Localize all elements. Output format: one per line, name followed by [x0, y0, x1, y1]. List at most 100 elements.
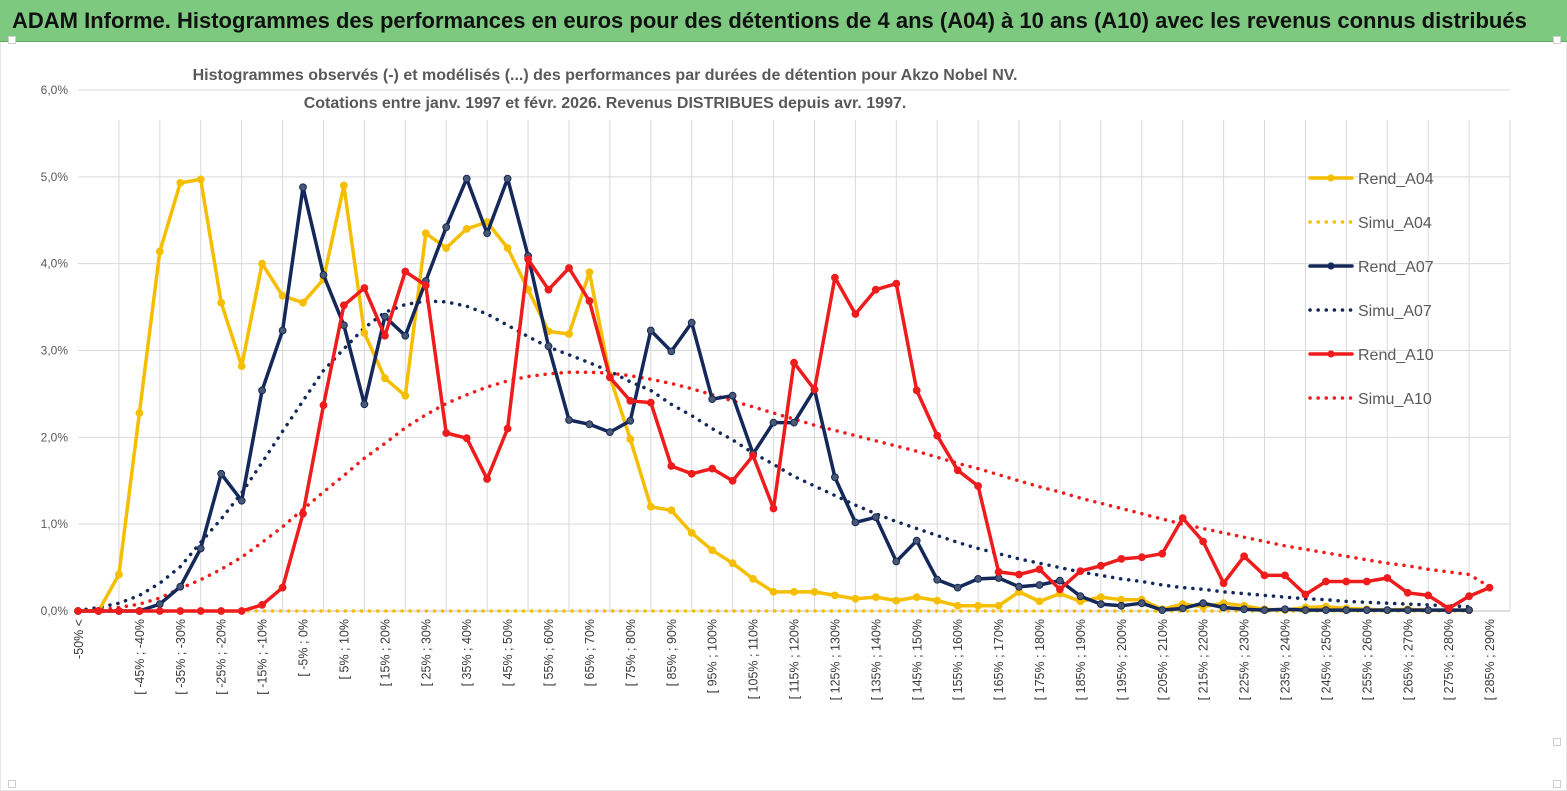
x-tick-label: [ 155% ; 160% — [951, 619, 965, 700]
data-point — [462, 225, 471, 233]
legend-label: Rend_A04 — [1358, 171, 1434, 188]
data-point — [933, 575, 942, 584]
data-point — [974, 575, 982, 583]
resize-handle-bottom-right[interactable] — [1553, 780, 1561, 788]
data-point — [217, 469, 226, 478]
data-point — [749, 451, 757, 460]
data-point — [1097, 600, 1105, 608]
chart-title: Histogrammes observés (-) et modélisés (… — [193, 67, 1018, 84]
data-point — [667, 347, 676, 356]
data-point — [176, 607, 185, 615]
data-point — [401, 267, 410, 276]
series-rend-a10 — [74, 255, 1494, 615]
x-axis-ticks: -50% < [ -45% ; -40% [ -35% ; -30% [ -25% ;… — [72, 619, 1497, 700]
data-point — [503, 424, 512, 433]
data-point — [1485, 583, 1494, 592]
data-point — [871, 285, 880, 294]
data-point — [1117, 601, 1126, 610]
data-point — [544, 285, 553, 294]
data-point — [258, 601, 267, 609]
data-point — [687, 469, 696, 478]
report-banner: ADAM Informe. Histogrammes des performan… — [0, 0, 1567, 42]
data-point — [606, 428, 614, 437]
data-point — [565, 416, 573, 424]
data-point — [646, 326, 655, 335]
data-point — [708, 464, 717, 473]
data-point — [974, 482, 982, 490]
data-point — [442, 429, 451, 437]
y-tick-label: 6,0% — [41, 83, 69, 97]
data-point — [1383, 574, 1392, 582]
data-point — [810, 588, 819, 596]
data-point — [667, 506, 676, 515]
series-line — [76, 257, 1492, 613]
data-point — [851, 594, 860, 603]
series-simu-a10 — [76, 370, 1492, 613]
legend-item-simu-a10: Simu_A10 — [1308, 391, 1432, 408]
data-point — [1056, 576, 1064, 585]
data-point — [155, 600, 164, 608]
data-point — [1240, 605, 1248, 614]
data-point — [912, 386, 921, 395]
data-point — [381, 331, 389, 340]
data-point — [401, 391, 410, 400]
resize-handle-top-left[interactable] — [8, 36, 16, 44]
legend-item-rend-a07: Rend_A07 — [1308, 259, 1434, 276]
resize-handle-top-right[interactable] — [1553, 36, 1561, 44]
data-point — [851, 518, 860, 527]
data-point — [1035, 597, 1044, 606]
series-line — [76, 299, 1471, 613]
data-point — [115, 570, 123, 579]
data-point — [565, 330, 573, 338]
data-point — [217, 298, 226, 307]
data-point — [1158, 606, 1167, 614]
data-point — [1444, 604, 1453, 613]
data-point — [626, 435, 635, 444]
data-point — [994, 601, 1003, 610]
data-point — [381, 312, 389, 321]
data-point — [176, 179, 185, 187]
y-tick-label: 2,0% — [41, 430, 69, 444]
legend-label: Rend_A10 — [1358, 347, 1434, 364]
data-point — [1199, 599, 1207, 608]
data-point — [851, 310, 860, 318]
x-tick-label: [ 195% ; 200% — [1115, 619, 1129, 700]
data-point — [258, 386, 267, 395]
legend-label: Simu_A10 — [1358, 391, 1432, 408]
data-point — [278, 326, 287, 335]
x-tick-label: [ -15% ; -10% — [256, 619, 270, 695]
data-point — [687, 529, 696, 537]
resize-handle-mid-right[interactable] — [1553, 738, 1561, 746]
data-point — [892, 557, 901, 566]
data-point — [728, 559, 737, 568]
data-point — [933, 431, 942, 440]
resize-handle-bottom-left[interactable] — [8, 780, 16, 788]
data-point — [1076, 592, 1085, 601]
data-point — [299, 509, 307, 518]
x-tick-label: [ 255% ; 260% — [1360, 619, 1374, 700]
data-point — [871, 513, 880, 522]
x-tick-label: [ 135% ; 140% — [869, 619, 883, 700]
data-point — [1362, 577, 1371, 586]
data-point — [360, 284, 369, 292]
data-point — [1465, 606, 1473, 614]
data-point — [1219, 579, 1228, 588]
x-tick-label: [ 25% ; 30% — [419, 619, 433, 686]
data-point — [953, 583, 962, 592]
data-point — [1097, 561, 1105, 570]
x-tick-label: [ 185% ; 190% — [1074, 619, 1088, 700]
x-tick-label: [ 75% ; 80% — [624, 619, 638, 686]
data-point — [1342, 606, 1351, 614]
x-tick-label: [ 235% ; 240% — [1279, 619, 1293, 700]
data-point — [831, 591, 839, 600]
data-point — [708, 395, 717, 404]
legend-label: Simu_A04 — [1358, 215, 1432, 232]
data-point — [1056, 585, 1064, 594]
data-point — [892, 279, 901, 288]
data-point — [1424, 606, 1433, 614]
x-tick-label: [ 125% ; 130% — [828, 619, 842, 700]
data-point — [1424, 591, 1433, 600]
x-tick-label: [ 225% ; 230% — [1238, 619, 1252, 700]
data-point — [94, 607, 103, 615]
